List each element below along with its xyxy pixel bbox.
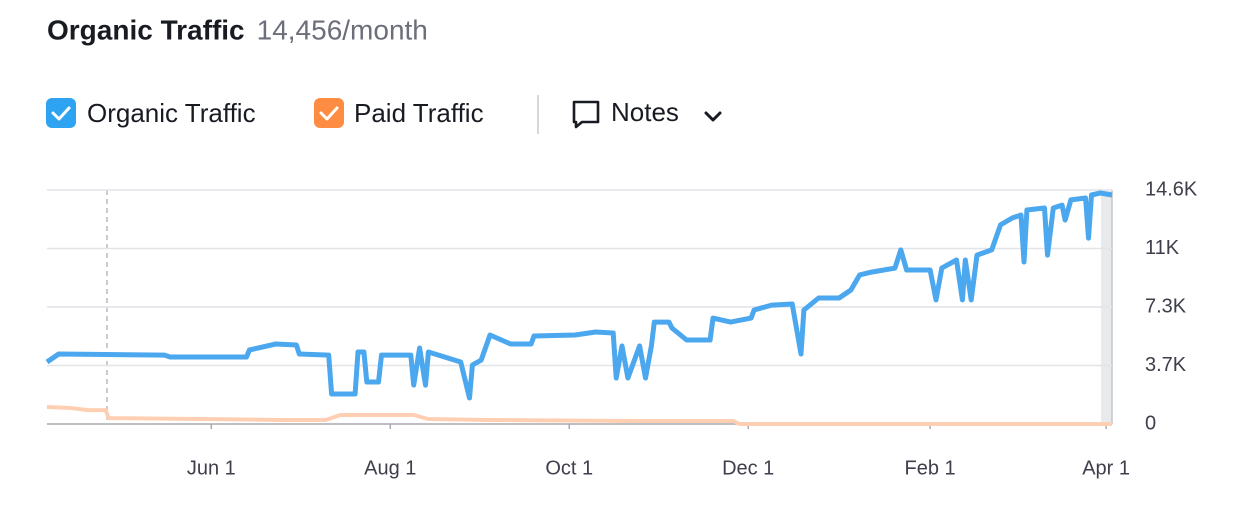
legend-item[interactable]: Organic Traffic xyxy=(46,98,256,128)
series-line xyxy=(45,190,1113,401)
legend-checkbox[interactable] xyxy=(46,98,76,128)
series-line xyxy=(46,405,1112,426)
check-icon xyxy=(51,106,71,121)
legend-label: Paid Traffic xyxy=(354,98,484,128)
x-tick-label: Aug 1 xyxy=(364,457,416,479)
x-tick-label: Feb 1 xyxy=(905,457,956,479)
notes-icon xyxy=(572,100,600,129)
x-tick-label: Jun 1 xyxy=(187,457,236,479)
y-tick-label: 11K xyxy=(1145,237,1180,259)
y-tick-label: 14.6K xyxy=(1145,178,1198,200)
x-tick-label: Apr 1 xyxy=(1082,457,1130,479)
chart-title: Organic Traffic xyxy=(47,14,245,45)
legend-label: Organic Traffic xyxy=(87,98,256,128)
x-tick-label: Dec 1 xyxy=(722,457,774,479)
chevron-icon xyxy=(704,111,722,122)
chart-subtitle: 14,456/month xyxy=(257,14,428,45)
x-tick-label: Oct 1 xyxy=(545,457,593,479)
legend-checkbox[interactable] xyxy=(314,98,344,128)
notes-label: Notes xyxy=(611,97,679,127)
notes-button[interactable]: Notes xyxy=(572,97,722,129)
check-icon xyxy=(319,106,339,121)
y-tick-label: 0 xyxy=(1145,412,1156,434)
y-tick-label: 3.7K xyxy=(1145,354,1187,376)
legend-item[interactable]: Paid Traffic xyxy=(314,98,484,128)
y-tick-label: 7.3K xyxy=(1145,295,1187,317)
